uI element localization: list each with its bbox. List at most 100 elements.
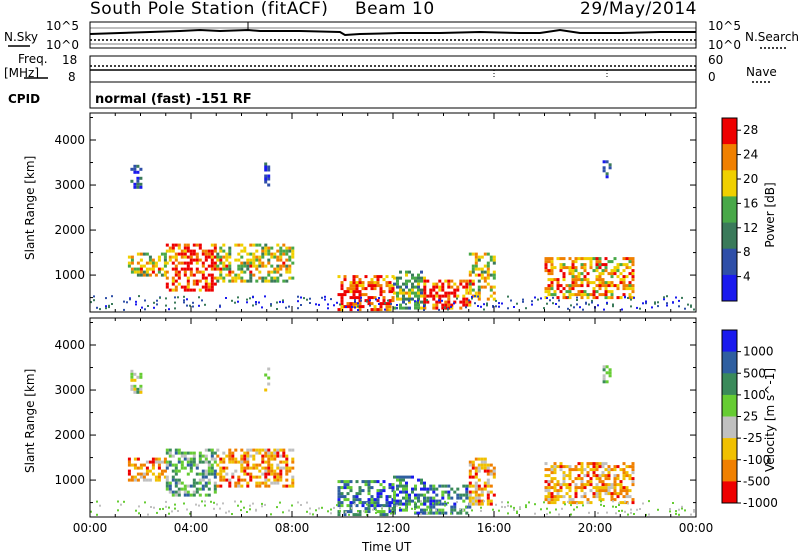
power-echo-cell xyxy=(625,263,629,267)
velocity-ground-cell xyxy=(570,513,572,516)
n-sky-tick-top: 10^5 xyxy=(46,19,79,33)
power-echo-cell xyxy=(483,252,487,256)
power-ground-cell xyxy=(309,297,311,300)
velocity-echo-cell xyxy=(261,472,265,476)
velocity-echo-cell xyxy=(565,486,569,490)
velocity-ground-cell xyxy=(357,510,359,512)
power-ground-cell xyxy=(522,298,524,301)
velocity-echo-cell xyxy=(243,469,247,473)
velocity-echo-cell xyxy=(414,496,417,500)
power-ground-cell xyxy=(567,296,569,299)
power-echo-cell xyxy=(598,260,602,264)
velocity-ground-cell xyxy=(627,502,629,505)
power-echo-cell xyxy=(610,260,614,264)
velocity-ground-cell xyxy=(183,502,185,505)
velocity-echo-cell xyxy=(160,472,164,476)
velocity-echo-cell xyxy=(628,465,632,469)
velocity-echo-cell xyxy=(388,510,392,514)
velocity-echo-cell xyxy=(438,502,442,506)
velocity-echo-cell xyxy=(388,504,392,508)
power-echo-cell xyxy=(598,287,602,291)
power-ground-cell xyxy=(675,296,677,299)
power-echo-cell xyxy=(613,284,617,288)
velocity-echo-cell xyxy=(580,471,584,475)
power-echo-cell xyxy=(157,270,161,274)
power-echo-cell xyxy=(417,279,420,283)
power-echo-cell xyxy=(273,276,277,280)
power-echo-cell xyxy=(489,255,493,259)
power-ground-cell xyxy=(153,306,155,309)
velocity-echo-cell xyxy=(273,472,277,476)
velocity-echo-cell xyxy=(349,489,353,493)
power-echo-cell xyxy=(550,281,554,285)
power-echo-cell xyxy=(405,291,408,295)
power-echo-cell xyxy=(483,264,487,268)
power-colorbar-swatch xyxy=(722,222,737,250)
power-echo-cell xyxy=(586,257,590,261)
velocity-echo-cell xyxy=(255,448,259,452)
velocity-ground-cell xyxy=(693,509,695,511)
power-echo-cell xyxy=(574,257,578,261)
velocity-echo-cell xyxy=(240,460,244,464)
power-echo-cell xyxy=(340,281,344,285)
velocity-echo-cell xyxy=(613,498,617,502)
power-echo-cell xyxy=(477,285,481,289)
velocity-echo-cell xyxy=(605,371,609,375)
velocity-echo-cell xyxy=(586,498,590,502)
power-echo-cell xyxy=(216,258,220,262)
power-echo-cell xyxy=(210,273,214,277)
power-echo-cell xyxy=(370,308,374,312)
velocity-echo-cell xyxy=(471,499,475,503)
velocity-echo-cell xyxy=(151,472,155,476)
velocity-echo-cell xyxy=(553,489,557,493)
velocity-echo-cell xyxy=(264,475,268,479)
power-echo-cell xyxy=(373,308,377,312)
velocity-ground-cell xyxy=(510,505,512,508)
velocity-echo-cell xyxy=(480,457,484,461)
velocity-echo-cell xyxy=(385,498,389,502)
power-echo-cell xyxy=(201,261,205,265)
velocity-echo-cell xyxy=(288,469,292,473)
velocity-ground-cell xyxy=(426,508,428,511)
velocity-echo-cell xyxy=(483,481,487,485)
power-echo-cell xyxy=(216,255,220,259)
velocity-echo-cell xyxy=(171,463,175,467)
velocity-echo-cell xyxy=(207,472,211,476)
velocity-echo-cell xyxy=(231,454,235,458)
velocity-echo-cell xyxy=(574,492,578,496)
velocity-echo-cell xyxy=(270,454,274,458)
power-ground-cell xyxy=(108,306,110,309)
velocity-echo-cell xyxy=(586,462,590,466)
power-echo-cell xyxy=(411,291,414,295)
power-echo-cell xyxy=(349,284,353,288)
velocity-echo-cell xyxy=(157,457,161,461)
power-echo-cell xyxy=(441,294,445,298)
velocity-ground-cell xyxy=(168,506,170,509)
power-echo-cell xyxy=(267,183,271,187)
velocity-echo-cell xyxy=(130,375,134,379)
power-echo-cell xyxy=(177,261,181,265)
velocity-ground-cell xyxy=(543,501,545,504)
velocity-echo-cell xyxy=(213,490,217,494)
velocity-echo-cell xyxy=(171,490,175,494)
velocity-echo-cell xyxy=(568,474,572,478)
power-echo-cell xyxy=(613,266,617,270)
velocity-echo-cell xyxy=(189,466,193,470)
velocity-echo-cell xyxy=(273,454,277,458)
velocity-echo-cell xyxy=(631,483,635,487)
velocity-ground-cell xyxy=(279,501,281,504)
power-echo-cell xyxy=(177,270,181,274)
power-echo-cell xyxy=(154,261,158,265)
power-echo-cell xyxy=(402,297,405,301)
power-ground-cell xyxy=(252,296,254,299)
power-echo-cell xyxy=(562,257,566,261)
power-ground-cell xyxy=(495,305,497,308)
power-echo-cell xyxy=(402,306,405,310)
power-echo-cell xyxy=(450,291,454,295)
power-echo-cell xyxy=(610,275,614,279)
velocity-colorbar-swatch xyxy=(722,394,737,417)
velocity-echo-cell xyxy=(432,511,436,515)
power-echo-cell xyxy=(553,266,557,270)
velocity-echo-cell xyxy=(550,465,554,469)
